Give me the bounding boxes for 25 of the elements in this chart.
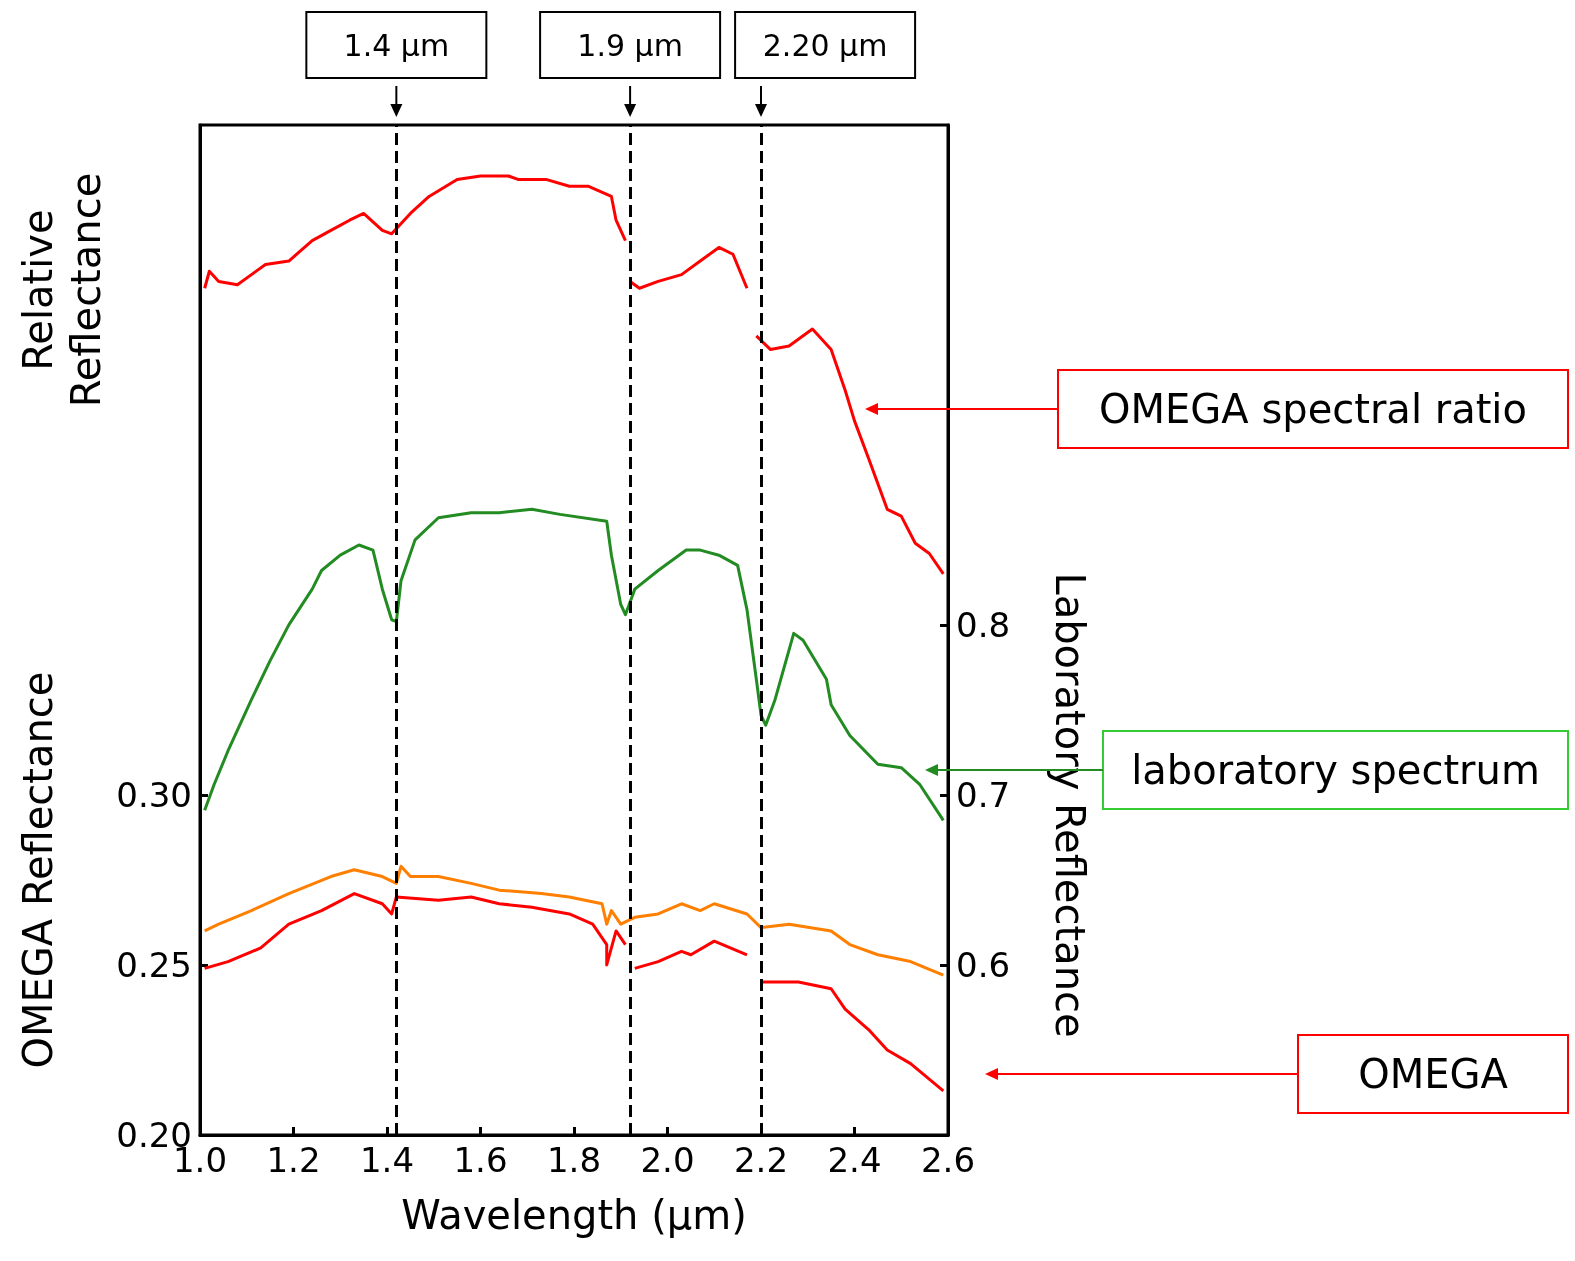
y2-tick-label: 0.6 — [956, 944, 1011, 985]
legend-label: laboratory spectrum — [1131, 747, 1540, 793]
y2-axis-title: Laboratory Reflectance — [1047, 572, 1093, 1038]
line-series — [203, 864, 945, 977]
text: Relative Reflectance — [15, 172, 109, 408]
x-axis-title: Wavelength (μm) — [401, 1192, 747, 1238]
x-tick-label: 1.4 — [359, 1140, 415, 1180]
x-tick-label: 1.8 — [546, 1140, 602, 1180]
x-tick-label: 1.6 — [453, 1140, 508, 1180]
x-tick-label: 2.0 — [640, 1140, 695, 1180]
legend-label: OMEGA spectral ratio — [1099, 386, 1527, 432]
ref-line-label: 1.9 μm — [577, 27, 683, 63]
x-tick-label: 1.2 — [266, 1140, 321, 1180]
y2-tick-label: 0.7 — [956, 774, 1011, 815]
text: OMEGA — [1358, 1051, 1509, 1097]
ref-line-label: 2.20 μm — [762, 27, 888, 63]
x-tick-label: 2.2 — [733, 1140, 789, 1180]
y-tick-label: 0.25 — [116, 944, 192, 985]
x-tick-label: 2.6 — [920, 1140, 976, 1180]
y2-tick-label: 0.8 — [956, 604, 1011, 645]
x-tick-label: 2.4 — [827, 1140, 882, 1180]
line-series — [203, 507, 945, 822]
ref-line-label: 1.4 μm — [343, 27, 450, 63]
y-axis-title: OMEGA Reflectance — [15, 671, 61, 1069]
y-tick-label: 0.30 — [116, 774, 192, 815]
